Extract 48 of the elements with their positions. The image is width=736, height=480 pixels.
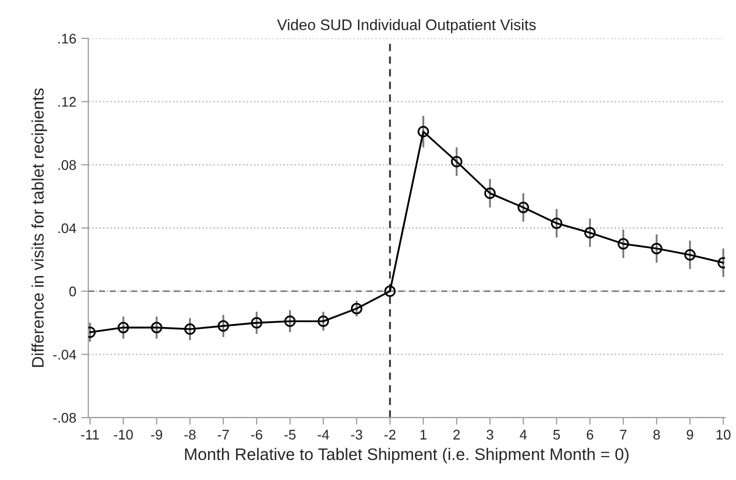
point [250,317,262,328]
x-tick-label: 10 [716,430,730,440]
x-tick-label: 8 [653,430,660,440]
point [118,322,130,334]
y-tick-label: -.08 [53,412,76,423]
x-tick-label: -5 [284,430,296,440]
x-axis-title: Month Relative to Tablet Shipment (i.e. Shipment Month = 0) [185,448,628,464]
x-tick-label: -3 [351,430,362,440]
x-tick-label: 1 [420,430,426,440]
point [418,126,429,138]
point [384,286,396,297]
chart-title: Video SUD Individual Outpatient Visits [277,18,536,34]
x-tick-label: -11 [81,430,99,440]
point [684,249,696,261]
x-tick-label: -7 [218,430,229,440]
y-tick-label: .12 [58,96,76,107]
x-tick-label: 2 [453,430,460,440]
y-tick-label: -.04 [53,350,76,360]
x-tick-label: -9 [151,430,162,440]
point [284,316,296,327]
x-tick-label: -8 [184,430,196,440]
x-tick-label: -2 [384,430,396,440]
x-tick-label: 9 [686,430,694,440]
x-tick-label: -6 [251,430,262,440]
x-tick-label: 6 [586,430,594,440]
point [150,322,162,334]
point [518,202,529,214]
x-tick-label: 4 [520,430,527,440]
point [650,242,662,254]
point [618,238,629,250]
y-tick-label: 0 [69,286,76,296]
point [318,316,330,327]
point [218,320,230,332]
y-tick-label: .04 [58,223,76,234]
point [350,302,362,314]
y-axis-title: Difference in visits for tablet recipients [31,88,48,367]
x-tick-label: 7 [620,430,626,440]
x-tick-label: 3 [486,430,494,440]
y-tick-label: .08 [58,160,76,170]
point [450,156,462,168]
point [484,188,496,199]
point [584,227,596,238]
y-tick-label: .16 [58,34,76,44]
x-tick-label: -4 [318,430,330,440]
point [550,218,562,229]
point [184,323,196,335]
x-tick-label: -10 [114,430,133,440]
x-tick-label: 5 [553,430,560,440]
